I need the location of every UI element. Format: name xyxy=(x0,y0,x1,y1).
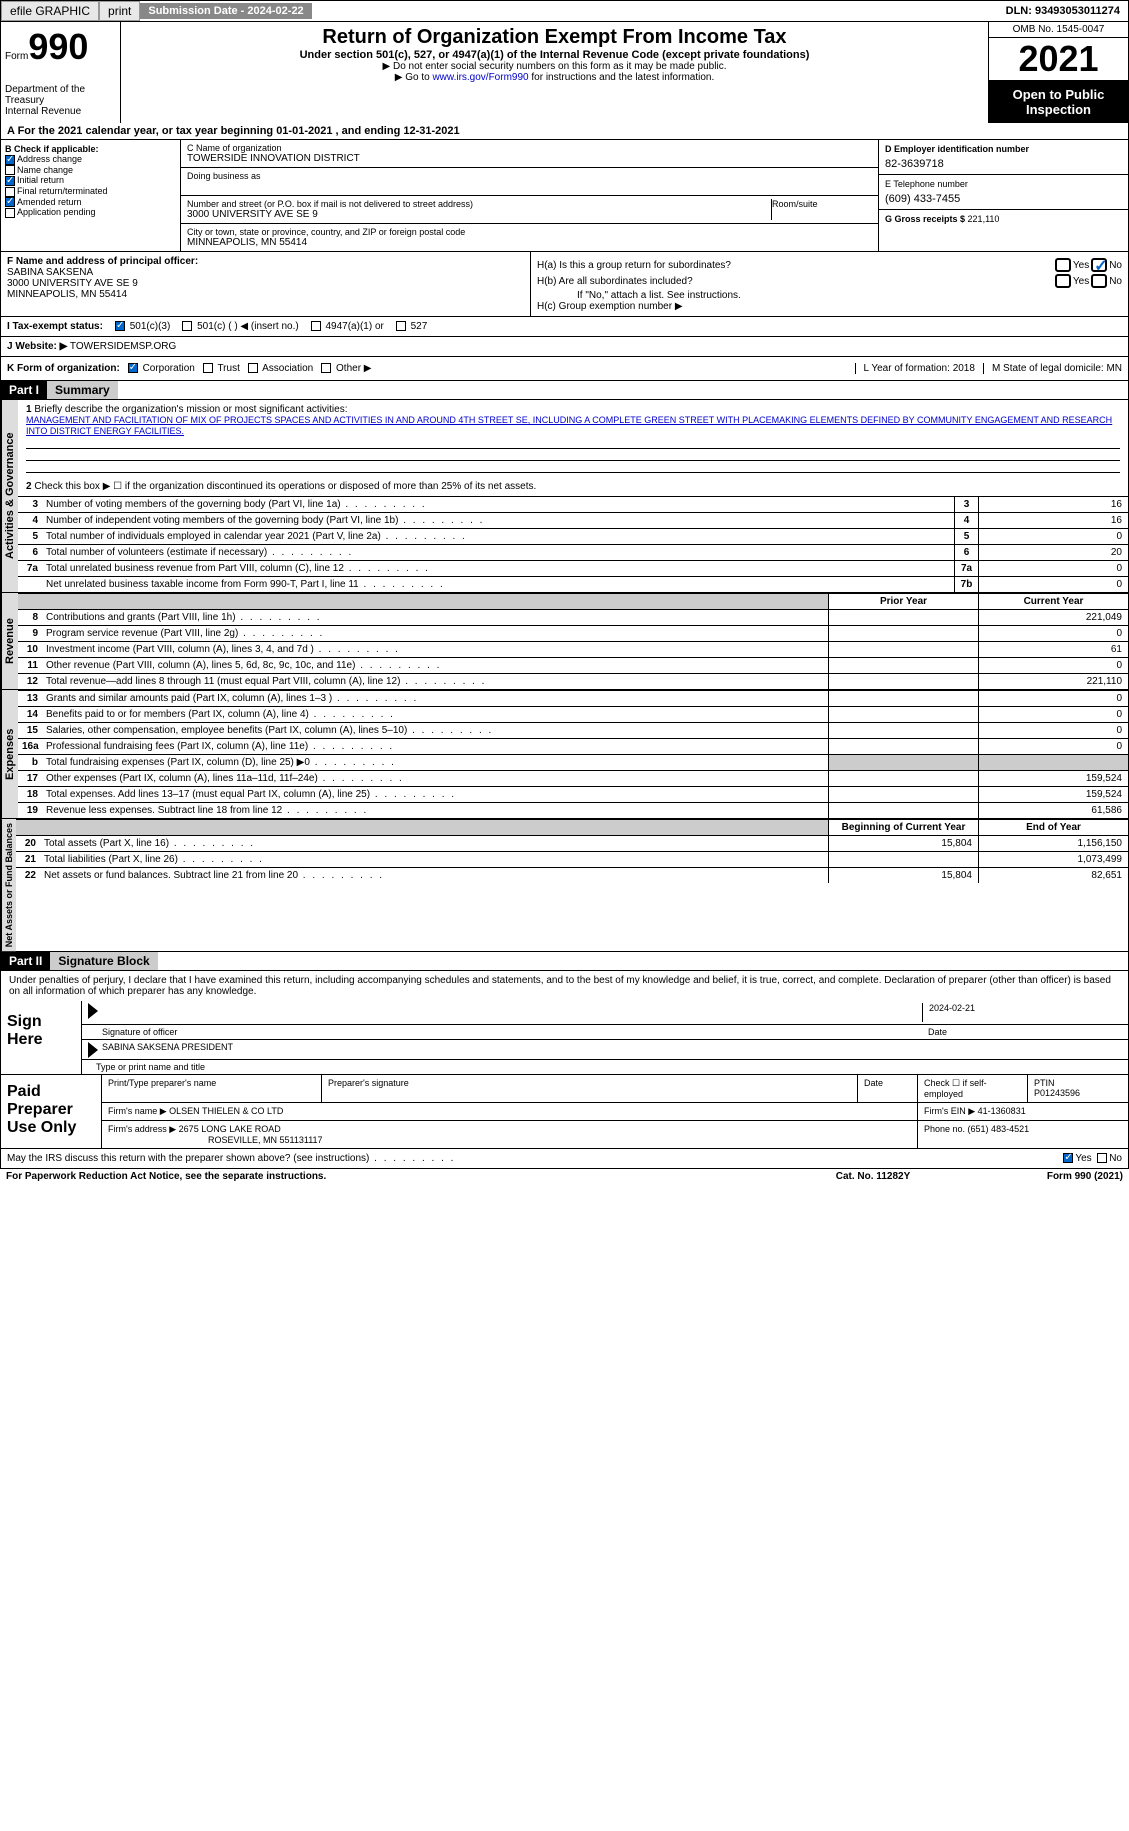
summary-line: 15Salaries, other compensation, employee… xyxy=(18,722,1128,738)
section-f-h: F Name and address of principal officer:… xyxy=(0,252,1129,317)
summary-line: 21Total liabilities (Part X, line 26)1,0… xyxy=(16,851,1128,867)
summary-line: 12Total revenue—add lines 8 through 11 (… xyxy=(18,673,1128,689)
discuss-row: May the IRS discuss this return with the… xyxy=(0,1149,1129,1169)
website: TOWERSIDEMSP.ORG xyxy=(70,341,176,352)
efile-button[interactable]: efile GRAPHIC xyxy=(1,1,99,21)
summary-line: 16aProfessional fundraising fees (Part I… xyxy=(18,738,1128,754)
perjury-text: Under penalties of perjury, I declare th… xyxy=(0,971,1129,1001)
year-formation: 2018 xyxy=(953,363,975,374)
state-domicile: MN xyxy=(1106,363,1122,374)
omb-number: OMB No. 1545-0047 xyxy=(989,22,1128,38)
discuss-no-checkbox[interactable] xyxy=(1097,1153,1107,1163)
paid-preparer-block: Paid Preparer Use Only Print/Type prepar… xyxy=(0,1075,1129,1149)
calendar-year-line: A For the 2021 calendar year, or tax yea… xyxy=(0,123,1129,140)
footer: For Paperwork Reduction Act Notice, see … xyxy=(0,1169,1129,1184)
summary-table: Activities & Governance 1 Briefly descri… xyxy=(0,400,1129,952)
subs-no[interactable] xyxy=(1091,274,1107,288)
street-address: 3000 UNIVERSITY AVE SE 9 xyxy=(187,209,771,220)
ein: 82-3639718 xyxy=(885,158,1122,170)
summary-line: 9Program service revenue (Part VIII, lin… xyxy=(18,625,1128,641)
subs-yes[interactable] xyxy=(1055,274,1071,288)
form-title: Return of Organization Exempt From Incom… xyxy=(129,26,980,49)
irs-link[interactable]: www.irs.gov/Form990 xyxy=(432,72,528,83)
summary-line: 14Benefits paid to or for members (Part … xyxy=(18,706,1128,722)
website-row: J Website: ▶ TOWERSIDEMSP.ORG xyxy=(0,337,1129,357)
group-return-yes[interactable] xyxy=(1055,258,1071,272)
gross-receipts: 221,110 xyxy=(968,214,1000,224)
firm-address: 2675 LONG LAKE ROAD xyxy=(179,1124,281,1134)
print-button[interactable]: print xyxy=(99,1,140,21)
summary-line: 20Total assets (Part X, line 16)15,8041,… xyxy=(16,835,1128,851)
initial-return-checkbox[interactable] xyxy=(5,176,15,186)
org-name: TOWERSIDE INNOVATION DISTRICT xyxy=(187,153,872,164)
form-header: Form990 Department of the Treasury Inter… xyxy=(0,22,1129,123)
name-change-checkbox[interactable] xyxy=(5,165,15,175)
firm-ein: 41-1360831 xyxy=(978,1106,1026,1116)
summary-line: 8Contributions and grants (Part VIII, li… xyxy=(18,609,1128,625)
firm-name: OLSEN THIELEN & CO LTD xyxy=(169,1106,283,1116)
open-to-public: Open to Public Inspection xyxy=(989,81,1128,123)
submission-date: Submission Date - 2024-02-22 xyxy=(140,3,311,19)
form-of-org-row: K Form of organization: Corporation Trus… xyxy=(0,357,1129,381)
section-b-c-d: B Check if applicable: Address change Na… xyxy=(0,140,1129,252)
summary-line: 11Other revenue (Part VIII, column (A), … xyxy=(18,657,1128,673)
form-number: 990 xyxy=(28,26,88,67)
address-change-checkbox[interactable] xyxy=(5,155,15,165)
city-state-zip: MINNEAPOLIS, MN 55414 xyxy=(187,237,872,248)
officer-name: SABINA SAKSENA xyxy=(7,267,524,278)
arrow-icon xyxy=(88,1042,98,1058)
telephone: (609) 433-7455 xyxy=(885,193,1122,205)
tax-year: 2021 xyxy=(989,38,1128,81)
501c3-checkbox[interactable] xyxy=(115,321,125,331)
summary-line: 7aTotal unrelated business revenue from … xyxy=(18,560,1128,576)
group-return-no[interactable] xyxy=(1091,258,1107,272)
part2-header: Part IISignature Block xyxy=(0,952,1129,971)
corporation-checkbox[interactable] xyxy=(128,363,138,373)
summary-line: bTotal fundraising expenses (Part IX, co… xyxy=(18,754,1128,770)
summary-line: 18Total expenses. Add lines 13–17 (must … xyxy=(18,786,1128,802)
mission-text: MANAGEMENT AND FACILITATION OF MIX OF PR… xyxy=(26,415,1112,436)
sign-date: 2024-02-21 xyxy=(922,1003,1122,1022)
ptin: P01243596 xyxy=(1034,1088,1080,1098)
arrow-icon xyxy=(88,1003,98,1019)
tax-exempt-status: I Tax-exempt status: 501(c)(3) 501(c) ( … xyxy=(0,317,1129,337)
summary-line: 17Other expenses (Part IX, column (A), l… xyxy=(18,770,1128,786)
dln: DLN: 93493053011274 xyxy=(998,3,1128,19)
application-pending-checkbox[interactable] xyxy=(5,208,15,218)
amended-return-checkbox[interactable] xyxy=(5,197,15,207)
summary-line: 10Investment income (Part VIII, column (… xyxy=(18,641,1128,657)
final-return-checkbox[interactable] xyxy=(5,187,15,197)
part1-header: Part ISummary xyxy=(0,381,1129,400)
summary-line: 19Revenue less expenses. Subtract line 1… xyxy=(18,802,1128,818)
summary-line: 13Grants and similar amounts paid (Part … xyxy=(18,690,1128,706)
summary-line: 3Number of voting members of the governi… xyxy=(18,496,1128,512)
sign-here-block: Sign Here 2024-02-21 Signature of office… xyxy=(0,1001,1129,1075)
summary-line: 6Total number of volunteers (estimate if… xyxy=(18,544,1128,560)
firm-phone: (651) 483-4521 xyxy=(968,1124,1030,1134)
top-bar: efile GRAPHIC print Submission Date - 20… xyxy=(0,0,1129,22)
summary-line: 22Net assets or fund balances. Subtract … xyxy=(16,867,1128,883)
summary-line: Net unrelated business taxable income fr… xyxy=(18,576,1128,592)
summary-line: 5Total number of individuals employed in… xyxy=(18,528,1128,544)
officer-signature-name: SABINA SAKSENA PRESIDENT xyxy=(102,1042,233,1057)
discuss-yes-checkbox[interactable] xyxy=(1063,1153,1073,1163)
summary-line: 4Number of independent voting members of… xyxy=(18,512,1128,528)
